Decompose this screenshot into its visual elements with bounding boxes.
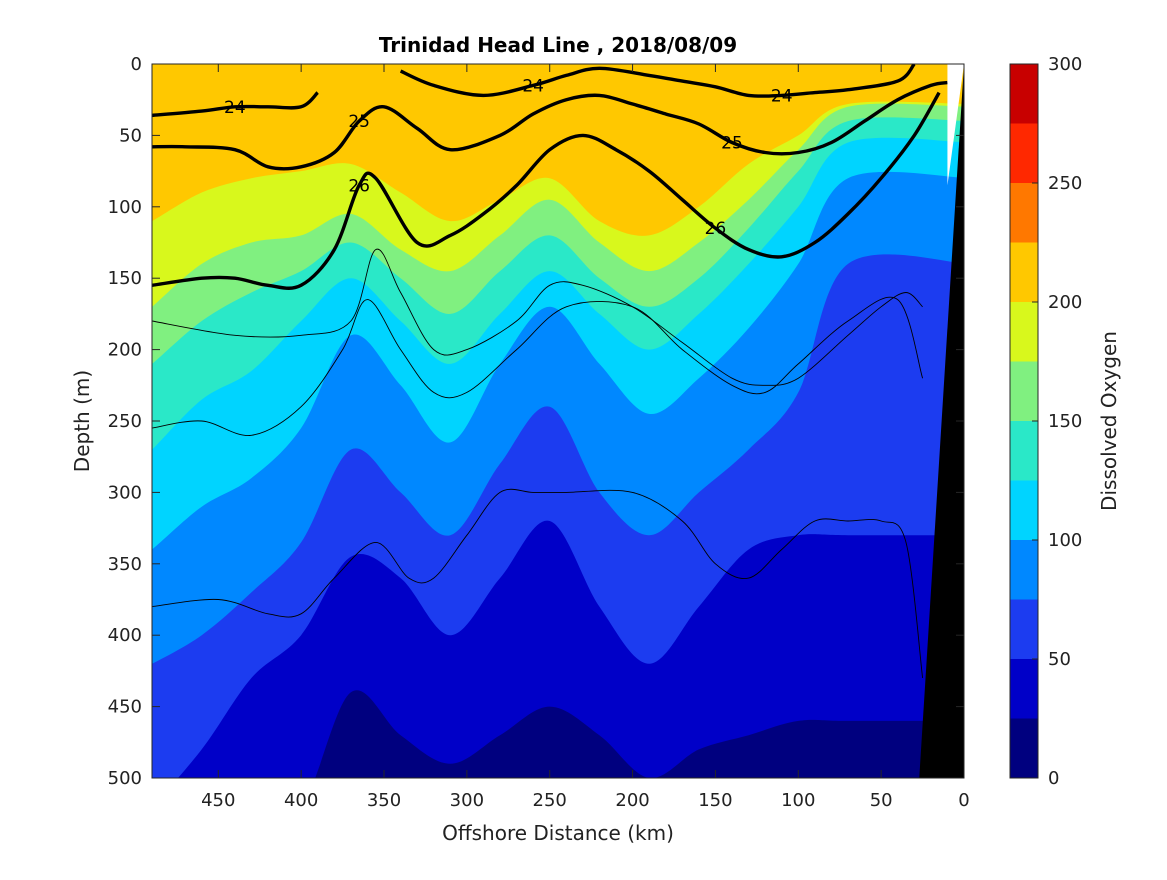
colorbar-swatch-275-300 — [1010, 64, 1038, 124]
no-data-corner — [947, 64, 964, 186]
isopycnal-24 — [399, 64, 916, 98]
colorbar-swatch-100-125 — [1010, 480, 1038, 540]
colorbar-tick-label: 150 — [1048, 411, 1082, 432]
x-tick-label: 0 — [958, 790, 969, 811]
colorbar-swatch-175-200 — [1010, 302, 1038, 362]
colorbar-swatch-0-25 — [1010, 718, 1038, 778]
x-tick-label: 300 — [450, 790, 484, 811]
contour-label: 24 — [522, 76, 544, 96]
colorbar-swatch-250-275 — [1010, 123, 1038, 183]
colorbar — [1010, 64, 1038, 778]
contour-label-group: 24 — [224, 98, 246, 118]
y-tick-label: 200 — [108, 340, 142, 361]
y-tick-label: 0 — [131, 54, 142, 75]
isopycnal-26 — [152, 91, 941, 290]
y-tick-label: 300 — [108, 482, 142, 503]
colorbar-ticks: 0 50 100 150 200 250 300 — [1032, 54, 1082, 789]
x-tick-label: 250 — [533, 790, 567, 811]
y-tick-label: 150 — [108, 268, 142, 289]
contour-label-group: 26 — [348, 176, 370, 196]
x-tick-label: 450 — [201, 790, 235, 811]
colorbar-tick-label: 200 — [1048, 292, 1082, 313]
density-contours: 24 24 24 25 25 26 26 — [152, 64, 948, 679]
colorbar-tick-label: 300 — [1048, 54, 1082, 75]
y-tick-label: 350 — [108, 554, 142, 575]
isopycnal-thin — [152, 488, 924, 679]
contour-label: 24 — [224, 98, 246, 118]
colorbar-label: Dissolved Oxygen — [1097, 331, 1121, 511]
x-axis-label: Offshore Distance (km) — [442, 821, 674, 845]
contour-label-group: 25 — [721, 134, 743, 154]
x-tick-label: 350 — [367, 790, 401, 811]
contour-label-group: 25 — [348, 112, 370, 132]
seafloor-wedge — [919, 64, 964, 778]
colorbar-swatch-150-175 — [1010, 361, 1038, 421]
y-tick-label: 500 — [108, 768, 142, 789]
contour-label: 24 — [771, 86, 793, 106]
contour-label: 25 — [721, 134, 743, 154]
y-axis-ticks: 0 50 100 150 200 250 300 350 400 450 500 — [108, 54, 964, 789]
y-tick-label: 250 — [108, 411, 142, 432]
contour-label: 26 — [705, 219, 727, 239]
x-tick-label: 400 — [284, 790, 318, 811]
contour-label: 25 — [348, 112, 370, 132]
isopycnal-25 — [152, 80, 948, 171]
isopycnal-thin — [152, 248, 923, 386]
colorbar-swatch-125-150 — [1010, 421, 1038, 481]
isopycnal-24 — [152, 91, 319, 118]
do-band-0-25 — [315, 690, 964, 778]
colorbar-tick-label: 0 — [1048, 768, 1059, 789]
x-axis-ticks: 450 400 350 300 250 200 150 100 50 0 — [201, 64, 970, 811]
y-tick-label: 450 — [108, 697, 142, 718]
colorbar-swatch-25-50 — [1010, 659, 1038, 719]
contour-label-group: 26 — [705, 219, 727, 239]
y-axis-label: Depth (m) — [70, 370, 94, 472]
y-tick-label: 100 — [108, 197, 142, 218]
x-tick-label: 150 — [698, 790, 732, 811]
y-tick-label: 50 — [119, 125, 142, 146]
colorbar-swatch-225-250 — [1010, 183, 1038, 243]
isopycnal-thin — [152, 296, 924, 436]
x-tick-label: 200 — [615, 790, 649, 811]
contour-fills — [152, 64, 964, 778]
seafloor-mask — [919, 64, 964, 778]
colorbar-swatch-75-100 — [1010, 540, 1038, 600]
contour-label: 26 — [348, 176, 370, 196]
x-tick-label: 100 — [781, 790, 815, 811]
x-tick-label: 50 — [870, 790, 893, 811]
colorbar-tick-label: 100 — [1048, 530, 1082, 551]
contour-label-group: 24 — [522, 76, 544, 96]
chart-title: Trinidad Head Line , 2018/08/09 — [379, 33, 737, 57]
colorbar-tick-label: 250 — [1048, 173, 1082, 194]
contour-label-group: 24 — [771, 86, 793, 106]
colorbar-swatch-200-225 — [1010, 242, 1038, 302]
colorbar-swatch-50-75 — [1010, 599, 1038, 659]
colorbar-tick-label: 50 — [1048, 649, 1071, 670]
y-tick-label: 400 — [108, 625, 142, 646]
